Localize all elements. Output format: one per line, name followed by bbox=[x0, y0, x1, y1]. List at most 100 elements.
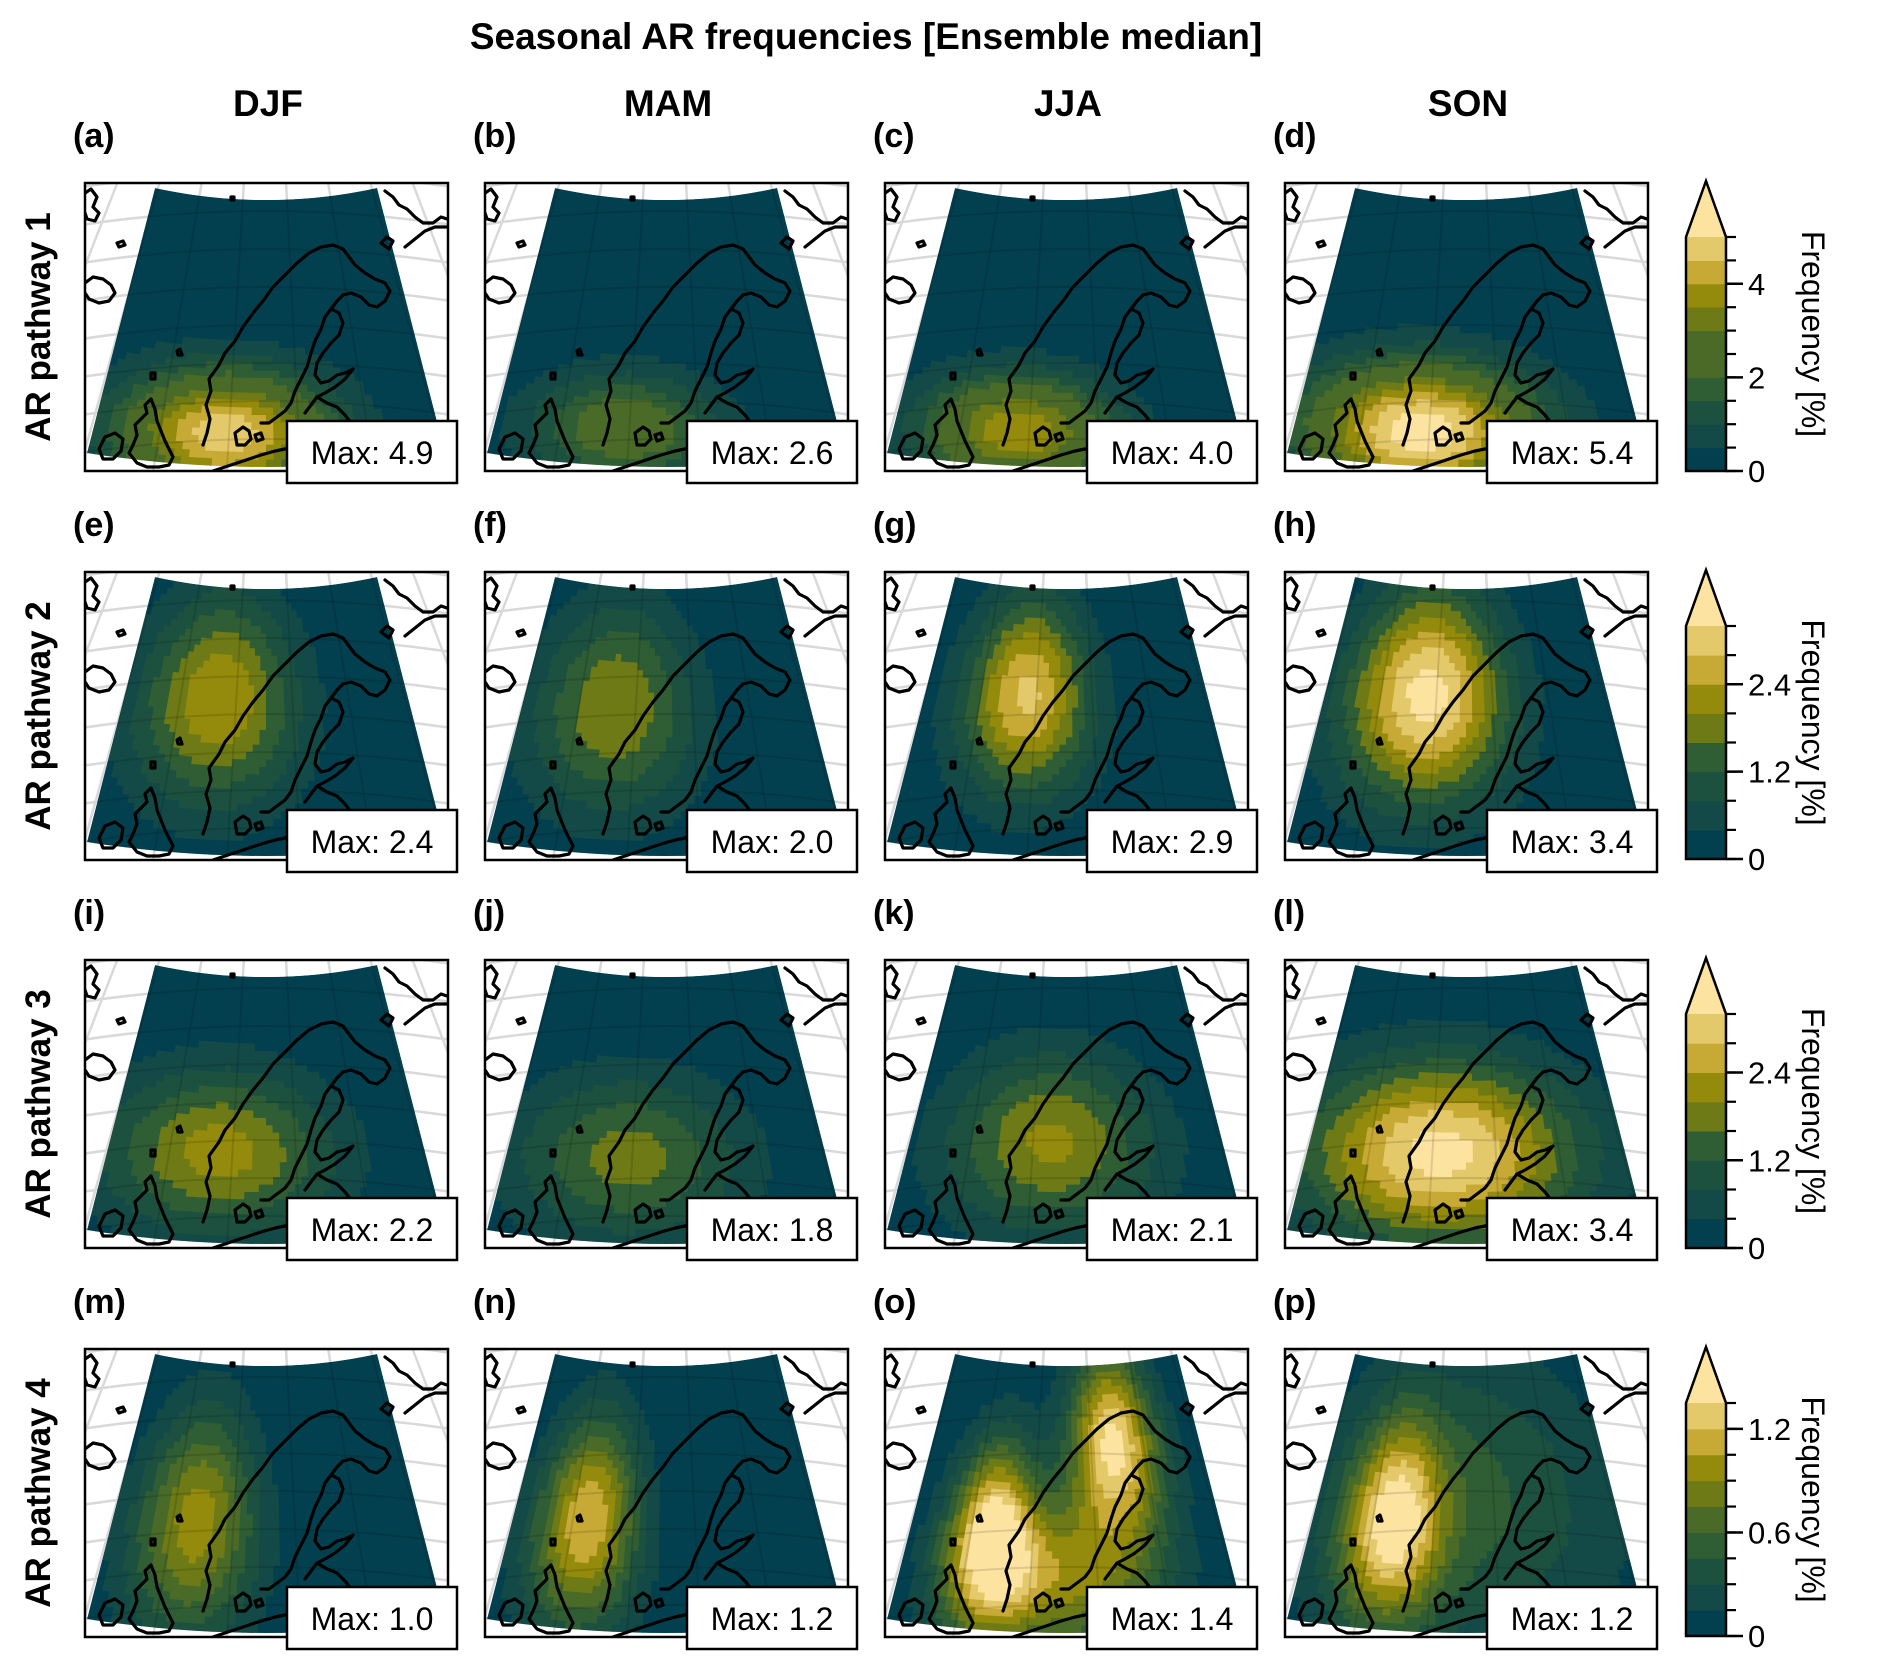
coastline bbox=[549, 371, 557, 381]
field-cell bbox=[718, 234, 726, 243]
field-cell bbox=[1043, 266, 1050, 275]
field-cell bbox=[765, 356, 775, 366]
field-cell bbox=[1006, 241, 1014, 251]
field-cell bbox=[803, 374, 814, 384]
field-cell bbox=[258, 392, 267, 402]
field-cell bbox=[266, 437, 275, 446]
field-cell bbox=[1011, 204, 1018, 214]
field-cell bbox=[1073, 437, 1082, 446]
field-cell bbox=[398, 321, 408, 331]
field-cell bbox=[1066, 363, 1074, 372]
field-cell bbox=[601, 203, 608, 213]
field-cell bbox=[892, 423, 903, 433]
field-cell bbox=[1090, 318, 1098, 327]
field-cell bbox=[612, 287, 621, 296]
field-cell bbox=[599, 210, 607, 220]
field-cell bbox=[792, 390, 803, 401]
field-cell bbox=[136, 277, 145, 287]
field-cell bbox=[340, 276, 349, 286]
field-cell bbox=[681, 244, 689, 253]
field-cell bbox=[287, 251, 294, 260]
field-cell bbox=[177, 321, 186, 331]
field-cell bbox=[725, 360, 734, 370]
field-cell bbox=[1094, 280, 1102, 290]
field-cell bbox=[822, 394, 833, 404]
field-cell bbox=[666, 214, 672, 224]
field-cell bbox=[530, 299, 540, 309]
field-cell bbox=[659, 348, 667, 357]
field-cell bbox=[594, 210, 602, 220]
field-cell bbox=[1096, 221, 1103, 230]
field-cell bbox=[749, 230, 758, 240]
field-cell bbox=[770, 386, 780, 396]
field-cell bbox=[285, 340, 293, 349]
field-cell bbox=[347, 373, 357, 383]
field-cell bbox=[364, 250, 373, 260]
field-cell bbox=[1106, 376, 1115, 386]
field-cell bbox=[382, 308, 392, 319]
field-cell bbox=[989, 247, 997, 257]
field-cell bbox=[936, 277, 945, 287]
field-cell bbox=[204, 308, 213, 318]
field-cell bbox=[343, 299, 352, 308]
field-cell bbox=[166, 312, 175, 322]
field-cell bbox=[1000, 248, 1008, 258]
coastline bbox=[485, 275, 517, 305]
field-cell bbox=[276, 229, 283, 238]
field-cell bbox=[761, 236, 770, 246]
field-cell bbox=[205, 211, 212, 221]
field-cell bbox=[1006, 294, 1014, 303]
field-cell bbox=[604, 218, 611, 228]
field-cell bbox=[1026, 265, 1034, 275]
field-cell bbox=[242, 281, 250, 290]
field-cell bbox=[1036, 295, 1043, 305]
field-cell bbox=[252, 370, 260, 379]
field-cell bbox=[1012, 234, 1020, 244]
field-cell bbox=[929, 330, 939, 340]
field-cell bbox=[162, 417, 172, 427]
field-cell bbox=[972, 313, 981, 323]
field-cell bbox=[894, 416, 905, 426]
field-cell bbox=[680, 207, 687, 216]
field-cell bbox=[1094, 407, 1103, 416]
field-cell bbox=[632, 265, 639, 275]
field-cell bbox=[748, 381, 758, 390]
field-cell bbox=[167, 342, 177, 352]
field-cell bbox=[141, 255, 150, 265]
graticule-meridian bbox=[811, 183, 848, 280]
field-cell bbox=[543, 224, 552, 235]
field-cell bbox=[1080, 207, 1087, 216]
field-cell bbox=[763, 220, 772, 230]
field-cell bbox=[127, 314, 136, 324]
field-cell bbox=[387, 330, 397, 341]
field-cell bbox=[192, 307, 200, 317]
field-cell bbox=[232, 362, 241, 372]
field-cell bbox=[150, 325, 160, 335]
field-cell bbox=[963, 236, 971, 246]
field-cell bbox=[167, 432, 178, 442]
field-cell bbox=[300, 205, 307, 215]
field-cell bbox=[650, 236, 657, 246]
field-cell bbox=[792, 353, 802, 363]
field-cell bbox=[952, 234, 961, 244]
coastline bbox=[379, 235, 395, 251]
field-cell bbox=[781, 369, 791, 379]
field-cell bbox=[238, 251, 245, 260]
field-cell bbox=[145, 263, 154, 273]
field-cell bbox=[705, 272, 713, 282]
field-cell bbox=[175, 336, 184, 346]
field-cell bbox=[608, 226, 615, 236]
field-cell bbox=[710, 212, 718, 222]
field-cell bbox=[331, 352, 340, 362]
field-cell bbox=[756, 342, 765, 352]
field-cell bbox=[690, 213, 697, 223]
field-cell bbox=[300, 287, 308, 297]
field-cell bbox=[174, 237, 182, 247]
field-cell bbox=[242, 288, 250, 298]
field-cell bbox=[1072, 363, 1081, 372]
field-cell bbox=[552, 234, 561, 244]
field-cell bbox=[203, 226, 210, 236]
field-cell bbox=[532, 268, 541, 279]
field-cell bbox=[302, 235, 310, 245]
field-cell bbox=[245, 362, 254, 372]
